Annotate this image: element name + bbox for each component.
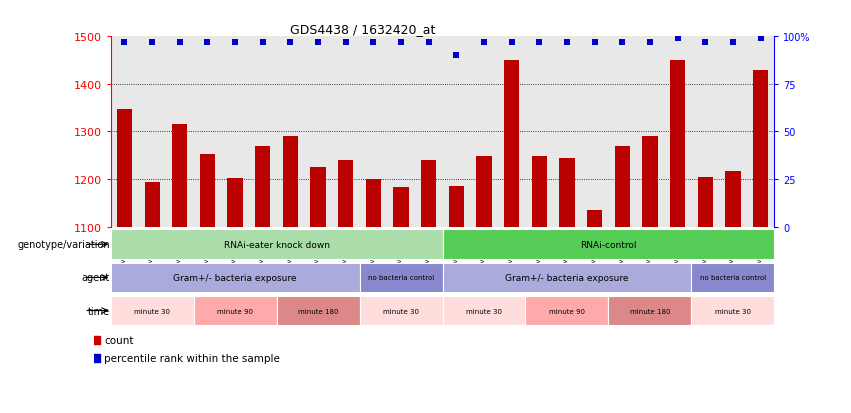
Bar xyxy=(504,61,519,227)
Bar xyxy=(477,157,492,227)
Bar xyxy=(421,161,437,227)
Bar xyxy=(311,168,326,227)
Text: Gram+/- bacteria exposure: Gram+/- bacteria exposure xyxy=(505,273,629,282)
Point xyxy=(533,40,546,46)
Bar xyxy=(443,263,691,292)
Bar xyxy=(692,296,774,325)
Point xyxy=(201,40,214,46)
Text: time: time xyxy=(88,306,110,316)
Bar xyxy=(753,71,768,227)
Text: agent: agent xyxy=(82,273,110,283)
Bar xyxy=(448,187,464,227)
Point xyxy=(615,40,629,46)
Text: no bacteria control: no bacteria control xyxy=(700,275,766,281)
Point xyxy=(173,40,186,46)
Text: minute 90: minute 90 xyxy=(217,308,253,314)
Bar xyxy=(200,154,215,227)
Bar xyxy=(194,296,277,325)
Text: percentile rank within the sample: percentile rank within the sample xyxy=(104,353,280,363)
Bar xyxy=(283,137,298,227)
Bar xyxy=(643,137,658,227)
Point xyxy=(643,40,657,46)
Point xyxy=(477,40,491,46)
Bar xyxy=(393,188,408,227)
Bar xyxy=(614,147,630,227)
Bar xyxy=(587,211,603,227)
Point xyxy=(726,40,740,46)
Point xyxy=(449,53,463,59)
Bar xyxy=(227,178,243,227)
Point xyxy=(311,40,325,46)
Text: minute 30: minute 30 xyxy=(466,308,502,314)
Bar xyxy=(608,296,691,325)
Bar xyxy=(692,263,774,292)
Text: minute 90: minute 90 xyxy=(549,308,585,314)
Point xyxy=(754,36,768,43)
Point xyxy=(89,355,102,362)
Point xyxy=(560,40,574,46)
Point xyxy=(146,40,159,46)
Text: minute 30: minute 30 xyxy=(134,308,170,314)
Bar xyxy=(443,296,526,325)
Text: minute 30: minute 30 xyxy=(383,308,419,314)
Text: count: count xyxy=(104,335,134,345)
Text: no bacteria control: no bacteria control xyxy=(368,275,434,281)
Bar xyxy=(172,125,187,227)
Point xyxy=(256,40,270,46)
Point xyxy=(394,40,408,46)
Bar xyxy=(443,230,774,260)
Bar xyxy=(111,230,443,260)
Point xyxy=(367,40,380,46)
Point xyxy=(228,40,242,46)
Bar xyxy=(255,147,271,227)
Bar xyxy=(359,296,443,325)
Bar xyxy=(725,171,740,227)
Bar xyxy=(277,296,360,325)
Point xyxy=(699,40,712,46)
Bar xyxy=(145,183,160,227)
Point xyxy=(117,40,131,46)
Point xyxy=(283,40,297,46)
Text: minute 180: minute 180 xyxy=(630,308,671,314)
Bar xyxy=(111,263,359,292)
Text: genotype/variation: genotype/variation xyxy=(17,240,110,250)
Bar xyxy=(366,180,381,227)
Point xyxy=(339,40,352,46)
Point xyxy=(671,36,684,43)
Bar xyxy=(532,157,547,227)
Text: RNAi-control: RNAi-control xyxy=(580,240,637,249)
Text: minute 30: minute 30 xyxy=(715,308,751,314)
Text: minute 180: minute 180 xyxy=(298,308,339,314)
Point xyxy=(505,40,518,46)
Bar xyxy=(117,109,132,227)
Title: GDS4438 / 1632420_at: GDS4438 / 1632420_at xyxy=(290,23,436,36)
Point xyxy=(422,40,436,46)
Point xyxy=(588,40,602,46)
Bar xyxy=(559,158,574,227)
Bar xyxy=(526,296,608,325)
Bar xyxy=(111,296,194,325)
Bar xyxy=(698,177,713,227)
Text: Gram+/- bacteria exposure: Gram+/- bacteria exposure xyxy=(174,273,297,282)
Text: RNAi-eater knock down: RNAi-eater knock down xyxy=(224,240,329,249)
Bar xyxy=(670,61,685,227)
Point xyxy=(89,336,102,343)
Bar xyxy=(359,263,443,292)
Bar xyxy=(338,161,353,227)
